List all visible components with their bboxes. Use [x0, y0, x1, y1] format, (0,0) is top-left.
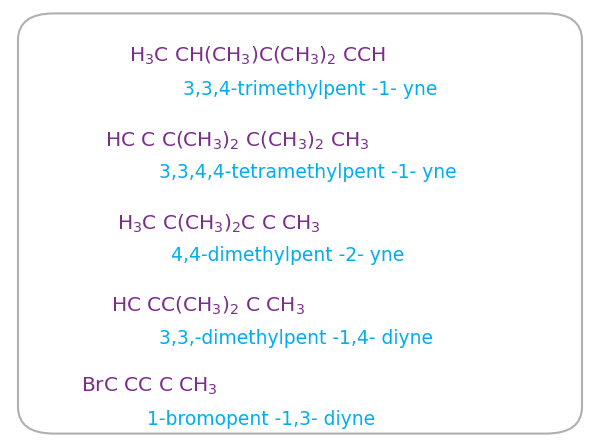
- Text: HC C C(CH$_3$)$_2$ C(CH$_3$)$_2$ CH$_3$: HC C C(CH$_3$)$_2$ C(CH$_3$)$_2$ CH$_3$: [105, 130, 370, 152]
- Text: 3,3,4,4-tetramethylpent -1- yne: 3,3,4,4-tetramethylpent -1- yne: [159, 163, 457, 181]
- Text: H$_3$C C(CH$_3$)$_2$C C CH$_3$: H$_3$C C(CH$_3$)$_2$C C CH$_3$: [117, 212, 321, 235]
- Text: 3,3,4-trimethylpent -1- yne: 3,3,4-trimethylpent -1- yne: [183, 80, 437, 99]
- FancyBboxPatch shape: [18, 13, 582, 434]
- Text: H$_3$C CH(CH$_3$)C(CH$_3$)$_2$ CCH: H$_3$C CH(CH$_3$)C(CH$_3$)$_2$ CCH: [129, 45, 386, 67]
- Text: BrC CC C CH$_3$: BrC CC C CH$_3$: [81, 376, 218, 397]
- Text: HC CC(CH$_3$)$_2$ C CH$_3$: HC CC(CH$_3$)$_2$ C CH$_3$: [111, 295, 305, 317]
- Text: 1-bromopent -1,3- diyne: 1-bromopent -1,3- diyne: [147, 410, 375, 429]
- Text: 4,4-dimethylpent -2- yne: 4,4-dimethylpent -2- yne: [171, 246, 404, 265]
- Text: 3,3,-dimethylpent -1,4- diyne: 3,3,-dimethylpent -1,4- diyne: [159, 329, 433, 348]
